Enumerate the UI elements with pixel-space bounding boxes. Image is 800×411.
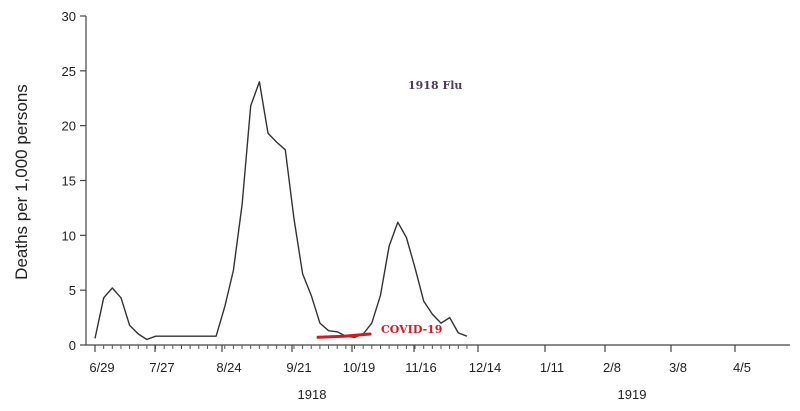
annotation-1918-flu: 1918 Flu <box>408 79 462 92</box>
x-tick-label: 12/14 <box>469 360 502 375</box>
x-tick-label: 9/21 <box>286 360 311 375</box>
x-tick-label: 8/24 <box>216 360 241 375</box>
annotation-covid-19: COVID-19 <box>381 323 442 336</box>
x-tick-label: 4/5 <box>733 360 751 375</box>
x-tick-label: 11/16 <box>405 360 437 375</box>
year-label-1919: 1919 <box>618 387 647 402</box>
x-tick-label: 1/11 <box>540 360 564 375</box>
x-tick-label: 10/19 <box>343 360 376 375</box>
x-axis: 6/29 7/27 8/24 9/21 10/19 11/16 12/14 1/11 2/8 3/… <box>86 344 790 375</box>
series-line-1918-flu <box>94 81 468 341</box>
x-tick-label: 3/8 <box>669 360 687 375</box>
y-tick-label: 30 <box>62 9 76 24</box>
y-axis: 0 5 10 15 20 25 30 <box>62 9 87 353</box>
y-axis-label: Deaths per 1,000 persons <box>12 84 31 280</box>
y-tick-label: 5 <box>69 283 76 298</box>
x-tick-label: 7/27 <box>149 360 174 375</box>
y-tick-label: 10 <box>62 228 76 243</box>
y-tick-label: 0 <box>69 338 76 353</box>
series-lines <box>94 81 468 341</box>
year-label-1918: 1918 <box>298 387 327 402</box>
x-tick-label: 6/29 <box>89 360 114 375</box>
y-tick-label: 20 <box>62 119 76 134</box>
y-tick-label: 25 <box>62 64 76 79</box>
series-line-covid-19 <box>316 332 372 339</box>
x-tick-label: 2/8 <box>603 360 621 375</box>
y-tick-label: 15 <box>62 174 76 189</box>
